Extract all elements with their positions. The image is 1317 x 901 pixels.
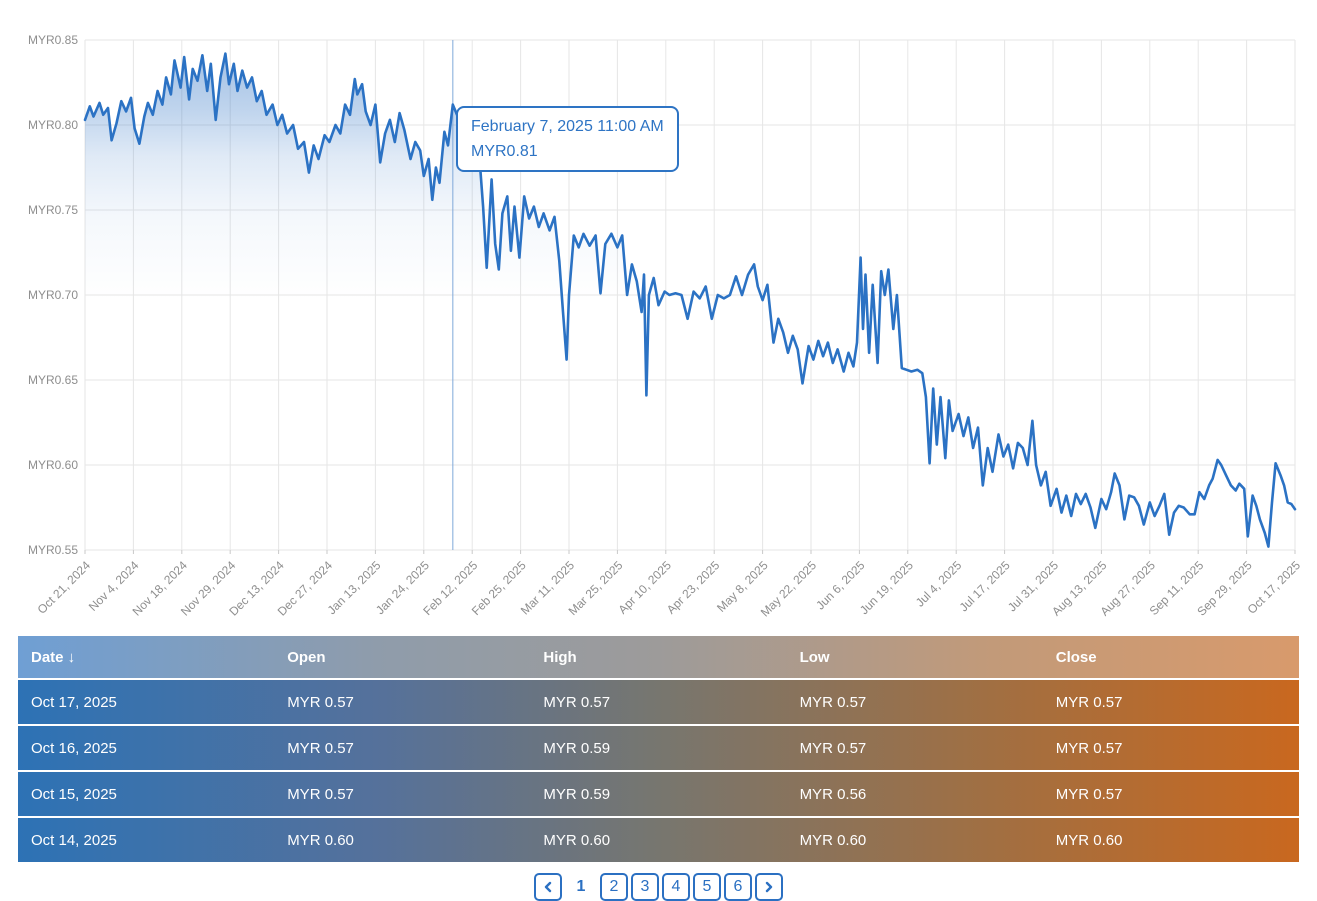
price-chart[interactable]: MYR0.85 MYR0.80 MYR0.75 MYR0.70 MYR0.65 MYR0.…	[0, 0, 1317, 632]
tooltip-date: February 7, 2025 11:00 AM	[471, 118, 664, 135]
ohlc-table: Date ↓ Open High Low Close Oct 17, 2025 MYR 0…	[18, 634, 1299, 864]
chevron-left-icon	[544, 881, 552, 893]
cell-date: Oct 15, 2025	[31, 785, 117, 803]
y-axis-label: MYR0.75	[28, 203, 78, 217]
table-row: Oct 14, 2025 MYR 0.60 MYR 0.60 MYR 0.60 MYR …	[18, 818, 1299, 862]
cell-close: MYR 0.57	[1055, 739, 1123, 757]
y-axis-label: MYR0.70	[28, 288, 78, 302]
cell-open: MYR 0.57	[287, 739, 354, 757]
price-chart-canvas[interactable]: MYR0.85 MYR0.80 MYR0.75 MYR0.70 MYR0.65 MYR0.…	[0, 0, 1317, 632]
x-axis-label: Jul 4, 2025	[913, 558, 965, 610]
table-row: Oct 15, 2025 MYR 0.57 MYR 0.59 MYR 0.56 MYR …	[18, 772, 1299, 816]
table-row: Oct 17, 2025 MYR 0.57 MYR 0.57 MYR 0.57 MYR …	[18, 680, 1299, 724]
column-header-low[interactable]: Low	[799, 648, 830, 666]
cell-date: Oct 16, 2025	[31, 739, 117, 757]
column-header-open[interactable]: Open	[287, 648, 326, 666]
cell-high: MYR 0.57	[543, 693, 611, 711]
tooltip-value: MYR0.81	[471, 143, 538, 160]
cell-date: Oct 17, 2025	[31, 693, 117, 711]
column-header-close[interactable]: Close	[1055, 648, 1097, 666]
page-button-5[interactable]: 5	[693, 873, 721, 901]
cell-low: MYR 0.56	[799, 785, 867, 803]
column-header-date[interactable]: Date ↓	[31, 648, 76, 666]
table-row: Oct 16, 2025 MYR 0.57 MYR 0.59 MYR 0.57 MYR …	[18, 726, 1299, 770]
ohlc-table-head: Date ↓ Open High Low Close	[18, 636, 1299, 678]
cell-close: MYR 0.57	[1055, 693, 1123, 711]
page-button-3[interactable]: 3	[631, 873, 659, 901]
page-current: 1	[576, 878, 586, 895]
y-axis-labels: MYR0.85 MYR0.80 MYR0.75 MYR0.70 MYR0.65 MYR0.…	[28, 33, 78, 557]
ohlc-table-body: Oct 17, 2025 MYR 0.57 MYR 0.57 MYR 0.57 MYR …	[18, 680, 1299, 862]
x-axis-label: Oct 17, 2025	[1245, 558, 1304, 617]
cell-close: MYR 0.60	[1055, 831, 1123, 849]
column-header-high[interactable]: High	[543, 648, 577, 666]
cell-low: MYR 0.57	[799, 739, 867, 757]
chevron-right-icon	[765, 881, 773, 893]
y-axis-label: MYR0.80	[28, 118, 78, 132]
cell-low: MYR 0.57	[799, 693, 867, 711]
y-axis-label: MYR0.85	[28, 33, 78, 47]
y-axis-label: MYR0.55	[28, 543, 78, 557]
page-button-6[interactable]: 6	[724, 873, 752, 901]
x-axis-label: Apr 23, 2025	[664, 558, 723, 617]
page-button-4[interactable]: 4	[662, 873, 690, 901]
next-page-button[interactable]	[755, 873, 783, 901]
cell-high: MYR 0.59	[543, 739, 611, 757]
cell-close: MYR 0.57	[1055, 785, 1123, 803]
table-header-row: Date ↓ Open High Low Close	[18, 636, 1299, 678]
y-axis-label: MYR0.65	[28, 373, 78, 387]
cell-open: MYR 0.60	[287, 831, 354, 849]
price-line	[83, 52, 1297, 548]
chart-tooltip: February 7, 2025 11:00 AM MYR0.81	[456, 106, 679, 172]
prev-page-button[interactable]	[534, 873, 562, 901]
page-button-2[interactable]: 2	[600, 873, 628, 901]
price-area	[85, 53, 1295, 550]
cell-high: MYR 0.59	[543, 785, 611, 803]
x-axis-label: Jul 17, 2025	[957, 558, 1013, 614]
x-axis-label: Oct 21, 2024	[35, 558, 94, 617]
cell-open: MYR 0.57	[287, 693, 354, 711]
y-axis-label: MYR0.60	[28, 458, 78, 472]
cell-low: MYR 0.60	[799, 831, 867, 849]
cell-high: MYR 0.60	[543, 831, 611, 849]
cell-open: MYR 0.57	[287, 785, 354, 803]
cell-date: Oct 14, 2025	[31, 831, 117, 849]
